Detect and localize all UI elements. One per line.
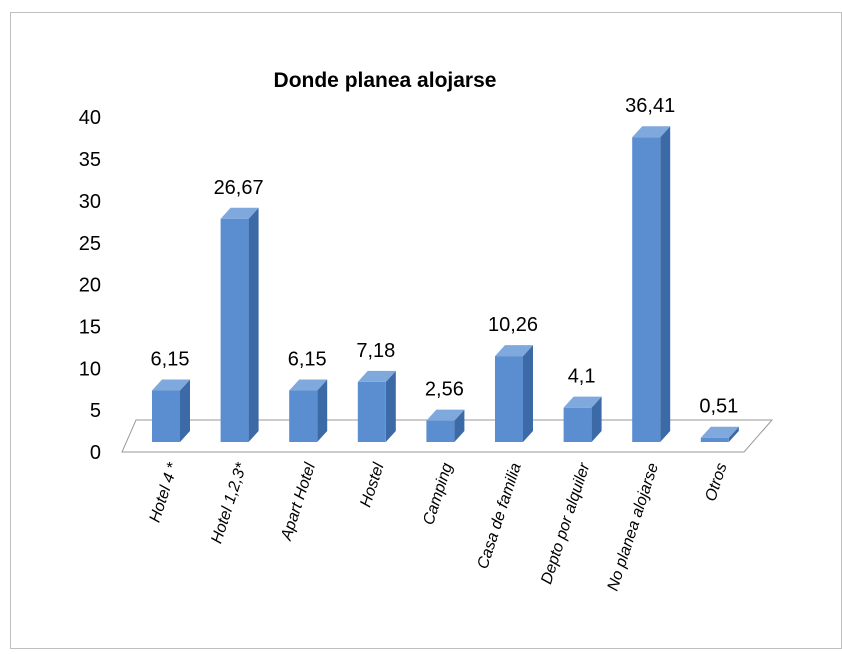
bar-side (523, 345, 533, 442)
bar-front (152, 390, 180, 442)
bar (289, 379, 328, 442)
bar-side (180, 379, 190, 442)
bar-front (289, 390, 318, 442)
data-label: 10,26 (488, 314, 538, 336)
data-label: 2,56 (425, 379, 464, 401)
data-label: 4,1 (568, 366, 596, 388)
data-label: 6,15 (151, 349, 190, 371)
bar-front (426, 420, 455, 442)
bar (495, 345, 533, 442)
bars (152, 126, 739, 443)
bar-side (248, 207, 259, 442)
bar-side (591, 396, 602, 442)
bar (426, 409, 465, 442)
bar (700, 426, 739, 442)
bar-top (152, 379, 190, 391)
bar-side (385, 370, 396, 442)
y-tick-label: 10 (79, 358, 101, 380)
y-tick-label: 0 (90, 442, 101, 464)
bar-front (357, 381, 386, 442)
data-label: 7,18 (356, 340, 395, 362)
value-labels: 6,15 26,67 6,15 7,18 2,56 10,26 4,1 36,41 0,51 (151, 95, 739, 417)
bar-side (317, 379, 328, 442)
bar-top (357, 370, 396, 382)
chart-floor (121, 419, 774, 453)
y-tick-label: 20 (79, 275, 101, 297)
bar-front (700, 437, 729, 442)
floor-outline (121, 419, 774, 453)
bar (632, 126, 671, 443)
data-label: 26,67 (214, 177, 264, 199)
data-label: 36,41 (625, 95, 675, 117)
bar-top (289, 379, 328, 391)
y-tick-label: 5 (90, 400, 101, 422)
bar-top (220, 207, 259, 219)
bar-top (563, 396, 602, 408)
chart-title: Donde planea alojarse (274, 69, 497, 92)
chart-border (10, 12, 842, 649)
y-axis: 0 5 10 15 20 25 30 35 40 (79, 107, 101, 464)
data-label: 0,51 (699, 396, 738, 418)
bar-side (728, 426, 739, 442)
bar (357, 370, 396, 442)
bar-side (454, 409, 465, 442)
bar-top (700, 426, 739, 438)
y-tick-label: 40 (79, 107, 101, 129)
y-tick-label: 30 (79, 191, 101, 213)
bar-front (220, 218, 249, 442)
y-tick-label: 35 (79, 149, 101, 171)
bar-top (632, 126, 671, 138)
bar-front (495, 356, 523, 442)
data-label: 6,15 (288, 349, 327, 371)
y-tick-label: 15 (79, 316, 101, 338)
bar-top (495, 345, 533, 357)
bar (563, 396, 602, 442)
bar-top (426, 409, 465, 421)
bar-front (563, 407, 592, 442)
y-tick-label: 25 (79, 233, 101, 255)
bar-side (660, 126, 671, 443)
bar-front (632, 137, 661, 443)
bar (220, 207, 259, 442)
bar (152, 379, 190, 442)
